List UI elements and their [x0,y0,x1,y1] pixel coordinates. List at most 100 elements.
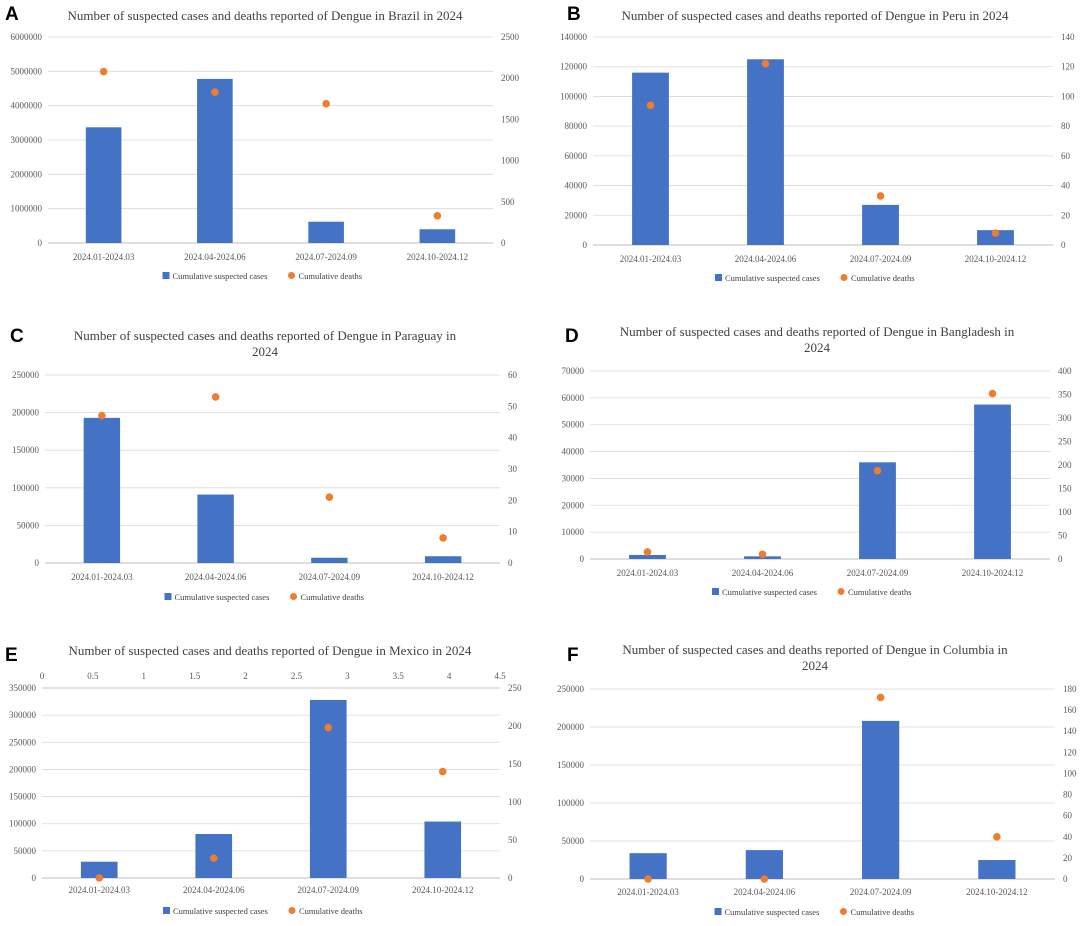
chart-title: Number of suspected cases and deaths rep… [620,324,1015,339]
y-tick-right: 10 [508,527,518,537]
y-tick-left: 70000 [562,366,585,376]
panel-letter: C [10,326,24,347]
bar-cases [629,554,666,559]
legend-label-cases: Cumulative suspected cases [173,906,268,916]
x-category-label: 2024.01-2024.03 [620,254,682,264]
panel-letter: F [567,645,579,666]
y-tick-left: 300000 [9,710,37,720]
y-tick-right: 250 [1058,437,1072,447]
x-tick-top: 4 [447,671,452,681]
legend-swatch-cases [714,908,722,915]
legend-swatch-deaths [288,907,296,914]
dot-deaths [876,693,885,702]
legend: Cumulative suspected cases Cumulative dea… [715,273,915,283]
dot-deaths [646,101,655,110]
chart-title: 2024 [802,658,829,673]
bar-cases [745,850,783,879]
dot-deaths [993,832,1001,841]
y-tick-left: 150000 [9,792,37,802]
x-tick-top: 3.5 [393,671,405,681]
y-tick-left: 50000 [17,520,40,530]
y-tick-right: 2000 [501,73,520,83]
bar-cases [83,417,121,563]
x-category-label: 2024.04-2024.06 [183,885,245,895]
bar-cases [308,221,344,243]
y-tick-left: 2000000 [11,169,43,179]
y-tick-left: 100000 [557,798,585,808]
x-category-label: 2024.04-2024.06 [184,252,246,262]
panel-letter: A [5,4,19,25]
chart-title: Number of suspected cases and deaths rep… [74,328,457,343]
bar-cases [974,404,1011,559]
x-category-label: 2024.07-2024.09 [850,254,912,264]
x-category-label: 2024.10-2024.12 [407,252,469,262]
x-category-label: 2024.04-2024.06 [185,572,247,582]
legend-label-cases: Cumulative suspected cases [722,587,817,597]
y-tick-right: 500 [501,197,515,207]
y-tick-right: 0 [1058,554,1063,564]
dot-deaths [95,874,104,882]
chart-title: Number of suspected cases and deaths rep… [622,8,1009,23]
y-tick-left: 350000 [9,683,37,693]
y-tick-right: 80 [1061,121,1071,131]
x-tick-top: 0.5 [87,671,99,681]
chart-title: 2024 [252,344,279,359]
dot-deaths [988,389,997,398]
chart-panel-e: E Number of suspected cases and deaths re… [5,643,522,916]
legend: Cumulative suspected cases Cumulative dea… [162,271,362,281]
dot-deaths [325,493,334,502]
x-tick-top: 3 [345,671,350,681]
y-tick-left: 50000 [562,420,585,430]
x-category-label: 2024.04-2024.06 [734,887,796,897]
y-tick-right: 40 [1061,181,1071,191]
y-tick-left: 0 [583,240,588,250]
y-tick-right: 40 [508,433,518,443]
legend-label-deaths: Cumulative deaths [299,906,363,916]
y-tick-right: 250 [508,683,522,693]
legend: Cumulative suspected cases Cumulative dea… [712,587,912,597]
y-tick-right: 100 [1063,768,1077,778]
x-tick-top: 2.5 [291,671,303,681]
y-tick-left: 150000 [557,760,585,770]
dot-deaths [644,875,652,883]
dot-deaths [324,723,333,732]
bar-cases [629,853,667,879]
y-tick-left: 1000000 [11,204,43,214]
y-tick-right: 0 [501,238,506,248]
y-tick-left: 60000 [562,393,585,403]
legend-swatch-cases [712,588,719,595]
x-category-label: 2024.07-2024.09 [850,887,912,897]
y-tick-left: 250000 [9,737,37,747]
chart-panel-a: A Number of suspected cases and deaths re… [5,4,520,281]
y-tick-right: 50 [508,835,518,845]
legend-swatch-cases [162,272,170,279]
y-tick-right: 1500 [501,114,520,124]
x-category-label: 2024.07-2024.09 [299,572,361,582]
y-tick-right: 150 [508,759,522,769]
legend-label-cases: Cumulative suspected cases [725,907,820,917]
panel-letter: E [5,645,18,666]
bar-cases [80,861,118,878]
x-category-label: 2024.10-2024.12 [966,887,1028,897]
x-tick-top: 1.5 [189,671,201,681]
x-category-label: 2024.04-2024.06 [735,254,797,264]
legend-swatch-deaths [837,588,845,595]
y-tick-right: 30 [508,464,518,474]
y-tick-left: 50000 [14,846,37,856]
y-tick-left: 20000 [565,210,588,220]
y-tick-right: 0 [508,873,513,883]
y-tick-left: 3000000 [11,135,43,145]
y-tick-left: 10000 [562,527,585,537]
y-tick-right: 160 [1063,705,1077,715]
y-tick-left: 40000 [562,447,585,457]
dot-deaths [211,393,220,401]
y-tick-left: 0 [32,873,37,883]
y-tick-right: 20 [1061,210,1071,220]
legend-swatch-cases [715,274,722,281]
y-tick-right: 0 [1061,240,1066,250]
x-tick-top: 2 [243,671,248,681]
x-category-label: 2024.01-2024.03 [73,252,135,262]
bar-cases [197,494,234,563]
dot-deaths [439,534,447,542]
